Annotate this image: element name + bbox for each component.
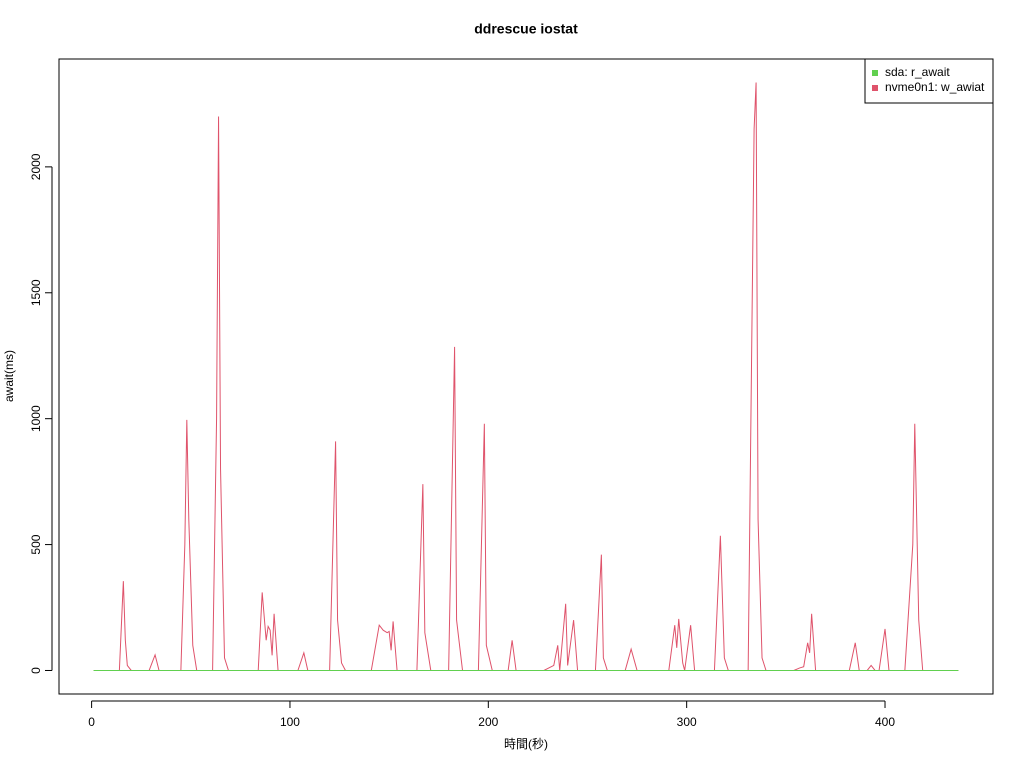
x-axis-label: 時間(秒) — [504, 737, 548, 751]
x-tick-label: 100 — [280, 715, 300, 729]
x-tick-label: 0 — [88, 715, 95, 729]
legend-label: sda: r_await — [885, 65, 950, 79]
legend-box — [864, 58, 994, 104]
legend-swatch — [872, 85, 878, 91]
x-tick-label: 200 — [478, 715, 498, 729]
legend-label: nvme0n1: w_awiat — [885, 80, 985, 94]
x-tick-label: 400 — [875, 715, 895, 729]
y-tick-label: 500 — [29, 534, 43, 554]
y-tick-label: 0 — [29, 667, 43, 674]
legend-swatch — [872, 70, 878, 76]
plot-box — [58, 58, 994, 695]
series-line — [93, 82, 959, 671]
y-tick-label: 1500 — [29, 279, 43, 306]
chart-title: ddrescue iostat — [474, 21, 578, 37]
y-tick-label: 1000 — [29, 405, 43, 432]
y-tick-label: 2000 — [29, 153, 43, 180]
y-axis-label: await(ms) — [2, 350, 16, 402]
x-tick-label: 300 — [677, 715, 697, 729]
